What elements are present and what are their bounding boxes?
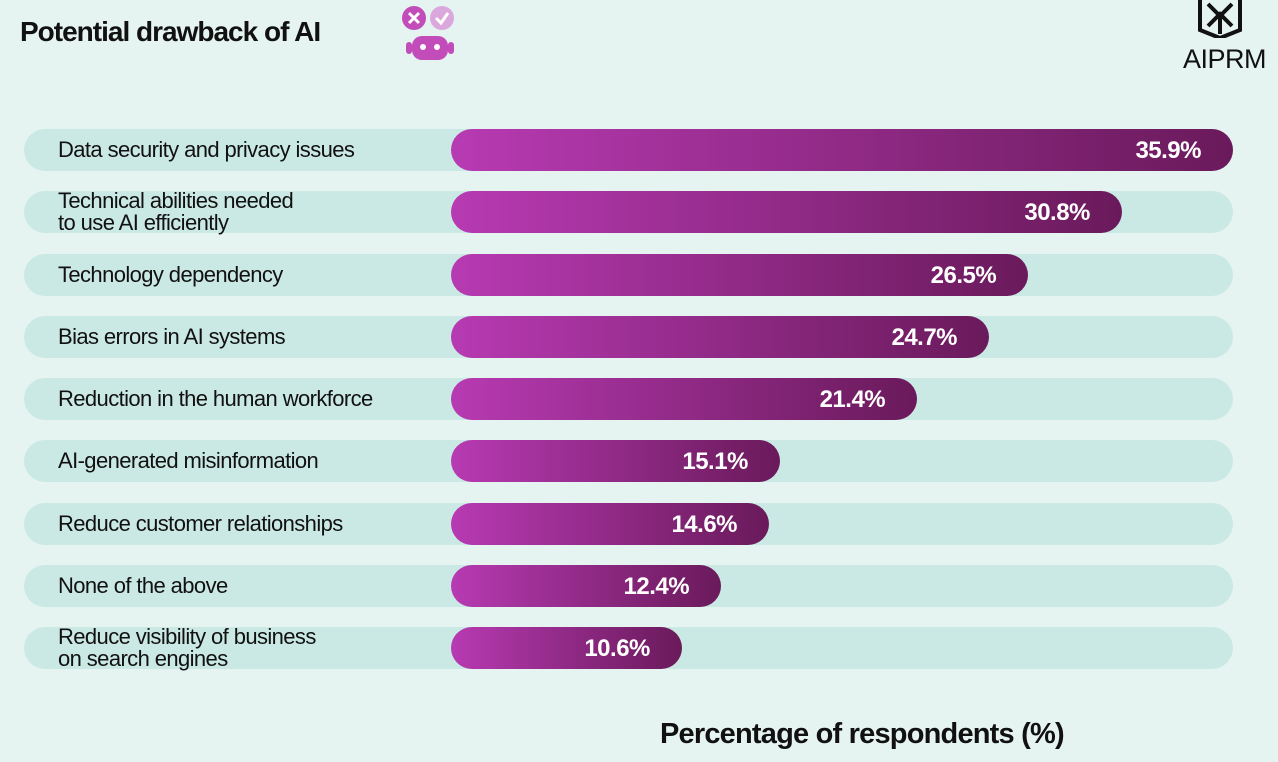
robot-icon bbox=[402, 6, 454, 60]
bar bbox=[451, 502, 770, 545]
chart-title: Potential drawback of AI bbox=[20, 16, 321, 47]
category-label: Technical abilities needed to use AI eff… bbox=[58, 188, 294, 236]
value-label: 12.4% bbox=[623, 572, 690, 600]
bar bbox=[451, 129, 1233, 171]
bar bbox=[451, 191, 1122, 234]
value-label: 21.4% bbox=[819, 386, 886, 413]
value-label: 10.6% bbox=[584, 635, 650, 662]
bar bbox=[451, 315, 990, 358]
category-label: Reduce customer relationships bbox=[58, 510, 343, 536]
value-label: 15.1% bbox=[682, 448, 748, 476]
bar bbox=[451, 627, 682, 669]
value-label: 30.8% bbox=[1024, 199, 1090, 227]
value-label: 26.5% bbox=[930, 261, 997, 289]
value-label: 35.9% bbox=[1135, 137, 1201, 164]
bar bbox=[451, 378, 918, 420]
category-label: Bias errors in AI systems bbox=[58, 323, 286, 349]
value-label: 24.7% bbox=[891, 323, 958, 351]
category-label: None of the above bbox=[58, 572, 228, 598]
brand-name: AIPRM bbox=[1182, 44, 1267, 74]
x-axis-label: Percentage of respondents (%) bbox=[660, 718, 1065, 750]
category-label: Reduce visibility of business on search … bbox=[58, 624, 316, 671]
category-label: Reduction in the human workforce bbox=[58, 386, 373, 411]
brand-icon bbox=[1198, 0, 1242, 38]
bar bbox=[451, 253, 1029, 296]
category-label: Technology dependency bbox=[58, 261, 283, 287]
category-label: Data security and privacy issues bbox=[58, 137, 355, 162]
value-label: 14.6% bbox=[671, 510, 738, 538]
bar bbox=[451, 440, 780, 483]
bar bbox=[451, 564, 722, 607]
category-label: AI-generated misinformation bbox=[58, 448, 319, 474]
